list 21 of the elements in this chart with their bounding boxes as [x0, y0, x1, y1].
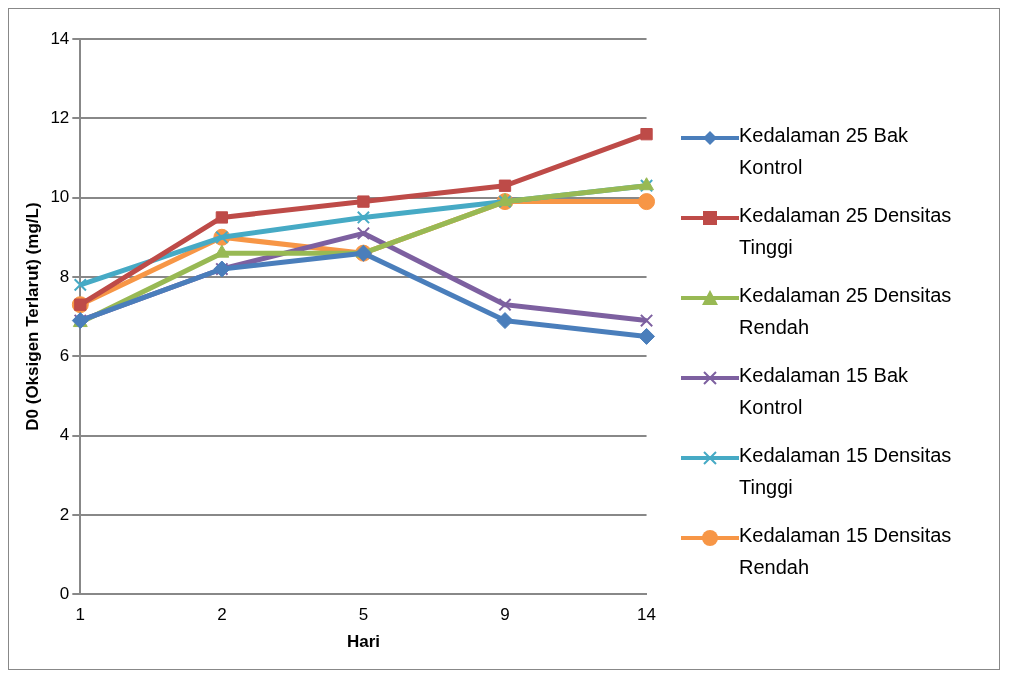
y-tick-label: 14: [50, 28, 70, 48]
y-tick-label: 2: [59, 504, 70, 524]
y-tick-label: 0: [59, 583, 70, 603]
y-axis-title: D0 (Oksigen Terlarut) (mg/L): [22, 202, 42, 431]
x-axis-title: Hari: [346, 632, 380, 652]
legend-label: Kedalaman 15 Densitas Rendah: [739, 523, 953, 580]
x-tick-label: 9: [500, 605, 510, 625]
legend-label: Kedalaman 25 Densitas Tinggi: [739, 203, 953, 260]
y-tick-label: 6: [59, 345, 70, 365]
y-tick-label: 12: [50, 108, 70, 127]
legend-label: Kedalaman 15 Bak Kontrol: [739, 363, 909, 420]
x-tick-label: 1: [75, 605, 86, 625]
y-tick-label: 4: [59, 425, 70, 445]
x-tick-label: 2: [217, 605, 227, 625]
legend-label: Kedalaman 25 Densitas Rendah: [739, 283, 953, 340]
y-tick-label: 10: [50, 187, 70, 207]
x-tick-label: 5: [358, 605, 369, 625]
x-tick-label: 14: [637, 605, 657, 625]
legend-label: Kedalaman 25 Bak Kontrol: [739, 123, 909, 180]
legend-label: Kedalaman 15 Densitas Tinggi: [739, 443, 953, 500]
y-tick-label: 8: [59, 266, 70, 286]
